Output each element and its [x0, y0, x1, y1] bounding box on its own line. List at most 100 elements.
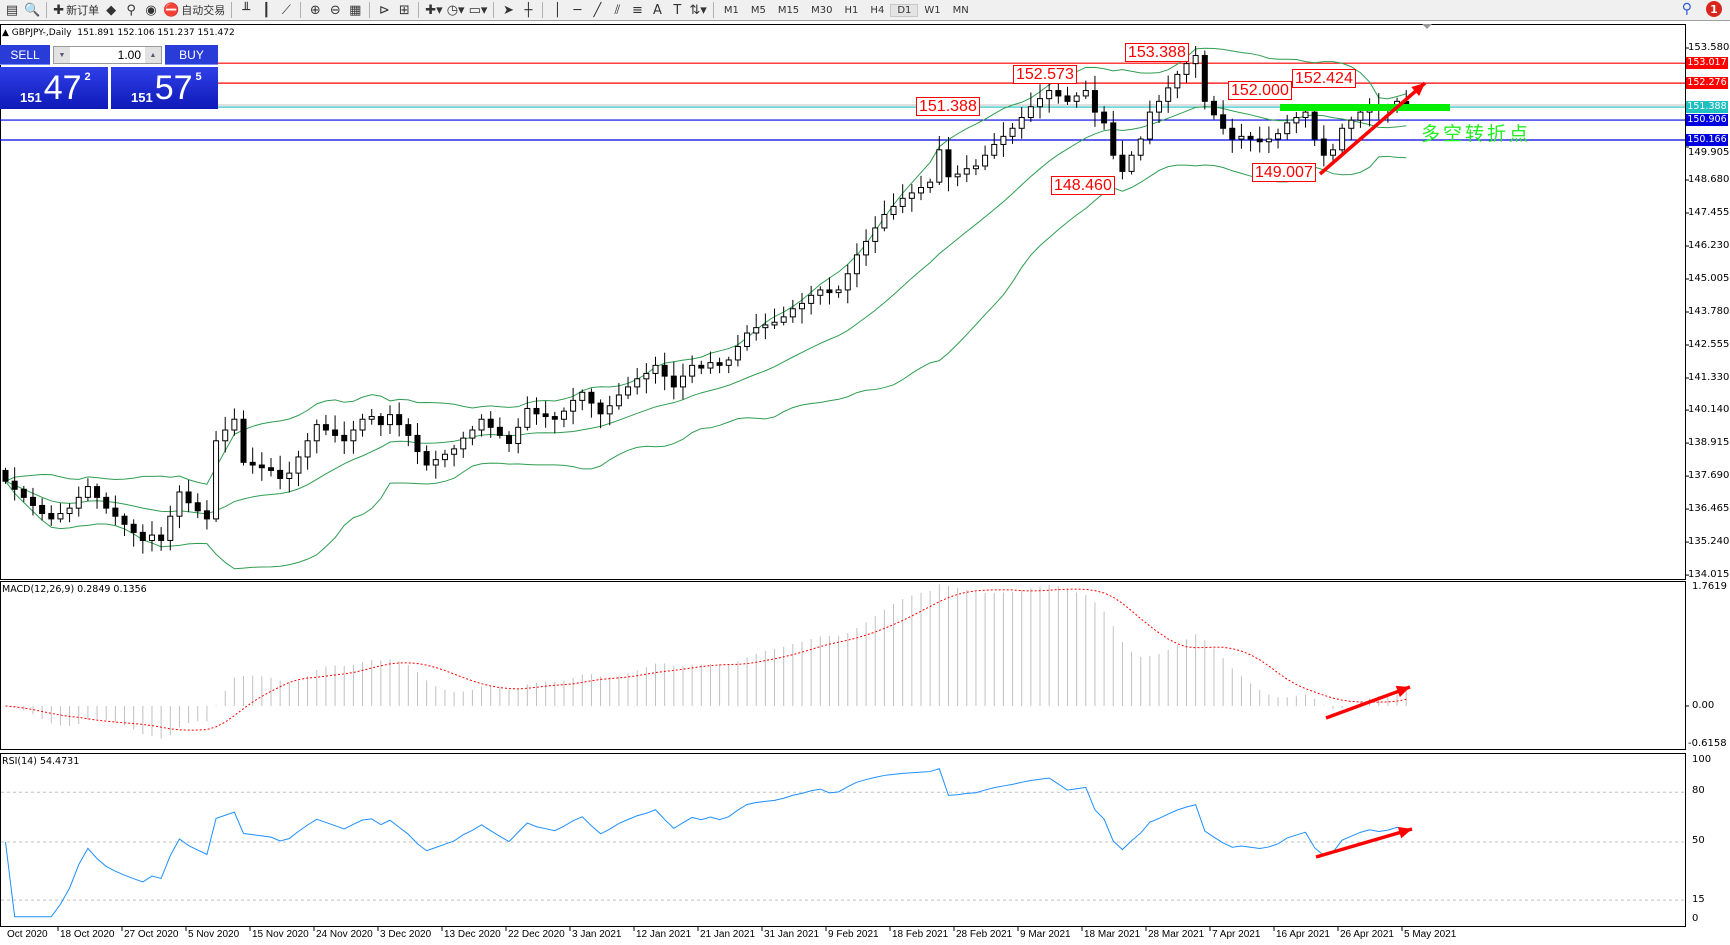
- bull-candle: [853, 254, 860, 275]
- bull-candle: [1357, 111, 1364, 121]
- vertical-line-icon: │: [553, 2, 562, 18]
- bull-candle: [1238, 135, 1245, 140]
- bull-candle: [313, 424, 320, 442]
- zoom-out-button[interactable]: ⊖: [325, 1, 345, 20]
- bull-candle: [817, 289, 824, 296]
- bear-candle: [20, 488, 27, 498]
- bull-candle: [359, 418, 366, 431]
- line-chart-icon: ⟋: [281, 2, 291, 18]
- bear-candle: [1229, 127, 1236, 140]
- price-annotation[interactable]: 148.460: [1051, 176, 1115, 195]
- arrows-button[interactable]: ⇅▾: [687, 1, 708, 20]
- sell-price-button[interactable]: 151 47 2: [0, 67, 108, 109]
- buy-price-button[interactable]: 151 57 5: [111, 67, 218, 109]
- chart-shift-button[interactable]: ⊳: [374, 1, 394, 20]
- decrease-lot-icon[interactable]: ▼: [54, 47, 70, 63]
- notification-badge[interactable]: 1: [1706, 1, 1722, 17]
- templates-button[interactable]: ▭▾: [467, 1, 490, 20]
- autotrading-button[interactable]: ⛔ 自动交易: [161, 1, 227, 20]
- timeframe-h4[interactable]: H4: [870, 4, 885, 16]
- bull-candle: [441, 453, 448, 461]
- price-annotation[interactable]: 153.388: [1125, 43, 1189, 62]
- bull-candle: [634, 378, 641, 388]
- bull-candle: [844, 273, 851, 291]
- indicators-button[interactable]: ✚▾: [423, 1, 444, 20]
- candlestick-button[interactable]: ┃: [256, 1, 276, 20]
- periods-button[interactable]: ◷▾: [445, 1, 467, 20]
- line-chart-button[interactable]: ⟋: [276, 1, 296, 20]
- time-axis-label: 22 Dec 2020: [508, 929, 565, 940]
- lot-size-stepper[interactable]: ▼ 1.00 ▲: [53, 46, 162, 64]
- vertical-line-button[interactable]: │: [547, 1, 567, 20]
- new-chart-button[interactable]: ▤: [2, 1, 22, 20]
- bull-candle: [66, 507, 73, 515]
- equidistant-channel-button[interactable]: ⫽: [607, 1, 627, 20]
- bull-candle: [350, 429, 357, 442]
- new-order-button[interactable]: ✚ 新订单: [51, 1, 101, 20]
- timeframe-mn[interactable]: MN: [952, 4, 969, 16]
- zoom-profile-button[interactable]: 🔍: [22, 1, 42, 20]
- timeframe-m30[interactable]: M30: [811, 4, 833, 16]
- text-button[interactable]: A: [647, 1, 667, 20]
- timeframe-w1[interactable]: W1: [924, 4, 941, 16]
- bull-candle: [908, 192, 915, 199]
- price-annotation[interactable]: 151.388: [916, 97, 980, 116]
- price-level-tag: 152.276: [1686, 77, 1728, 90]
- bull-candle: [1174, 73, 1181, 89]
- bear-candle: [698, 364, 705, 369]
- navigator-button[interactable]: ⚲: [121, 1, 141, 20]
- bear-candle: [185, 491, 192, 504]
- increase-lot-icon[interactable]: ▲: [145, 47, 161, 63]
- cursor-button[interactable]: ➤: [498, 1, 518, 20]
- timeframe-m15[interactable]: M15: [777, 4, 800, 16]
- timeframe-d1[interactable]: D1: [890, 3, 919, 17]
- time-axis-label: 3 Dec 2020: [380, 929, 432, 940]
- zoom-profile-icon: 🔍: [24, 2, 41, 18]
- timeframe-m5[interactable]: M5: [750, 4, 766, 16]
- fibonacci-button[interactable]: ≡: [627, 1, 647, 20]
- tile-windows-button[interactable]: ▦: [345, 1, 365, 20]
- chart-window[interactable]: [0, 22, 1730, 945]
- bear-candle: [496, 426, 503, 436]
- price-axis-label: 134.015: [1688, 569, 1730, 581]
- bull-candle: [1183, 63, 1190, 75]
- price-axis-label: 141.330: [1688, 372, 1730, 383]
- zoom-in-icon: ⊕: [309, 2, 321, 18]
- bear-candle: [716, 362, 723, 366]
- bar-chart-button[interactable]: ╨: [236, 1, 256, 20]
- text-label-button[interactable]: T: [667, 1, 687, 20]
- buy-button[interactable]: BUY: [165, 45, 218, 65]
- time-axis-label: 31 Jan 2021: [764, 929, 820, 940]
- bull-candle: [1192, 55, 1199, 65]
- new-chart-icon: ▤: [5, 2, 19, 18]
- price-annotation[interactable]: 149.007: [1252, 163, 1316, 182]
- bull-candle: [881, 213, 888, 229]
- lot-size-input[interactable]: 1.00: [117, 48, 141, 62]
- bear-candle: [597, 402, 604, 415]
- price-axis-label: 143.780: [1688, 306, 1730, 317]
- price-annotation[interactable]: 152.424: [1292, 69, 1356, 88]
- sell-button[interactable]: SELL: [0, 45, 50, 65]
- signals-button[interactable]: ◉: [141, 1, 161, 20]
- crosshair-button[interactable]: ┼: [518, 1, 538, 20]
- bear-candle: [414, 434, 421, 453]
- new-order-icon: ✚: [53, 2, 65, 18]
- price-axis-label: 148.680: [1688, 174, 1730, 185]
- timeframe-h1[interactable]: H1: [844, 4, 859, 16]
- timeframe-m1[interactable]: M1: [723, 4, 739, 16]
- trendline-button[interactable]: ╱: [587, 1, 607, 20]
- price-annotation[interactable]: 152.573: [1013, 65, 1077, 84]
- zoom-in-button[interactable]: ⊕: [305, 1, 325, 20]
- text-label-icon: T: [673, 2, 682, 18]
- bull-candle: [1284, 122, 1291, 135]
- bull-candle: [1293, 117, 1300, 124]
- time-axis-label: 18 Oct 2020: [60, 929, 115, 940]
- search-icon[interactable]: ⚲: [1681, 1, 1692, 17]
- price-annotation[interactable]: 152.000: [1228, 81, 1292, 100]
- turning-point-note[interactable]: 多空转折点: [1421, 123, 1532, 145]
- chart-canvas[interactable]: [0, 22, 1730, 945]
- data-window-icon: ◆: [106, 2, 117, 18]
- horizontal-line-button[interactable]: ─: [567, 1, 587, 20]
- autoscroll-button[interactable]: ⊞: [394, 1, 414, 20]
- data-window-button[interactable]: ◆: [101, 1, 121, 20]
